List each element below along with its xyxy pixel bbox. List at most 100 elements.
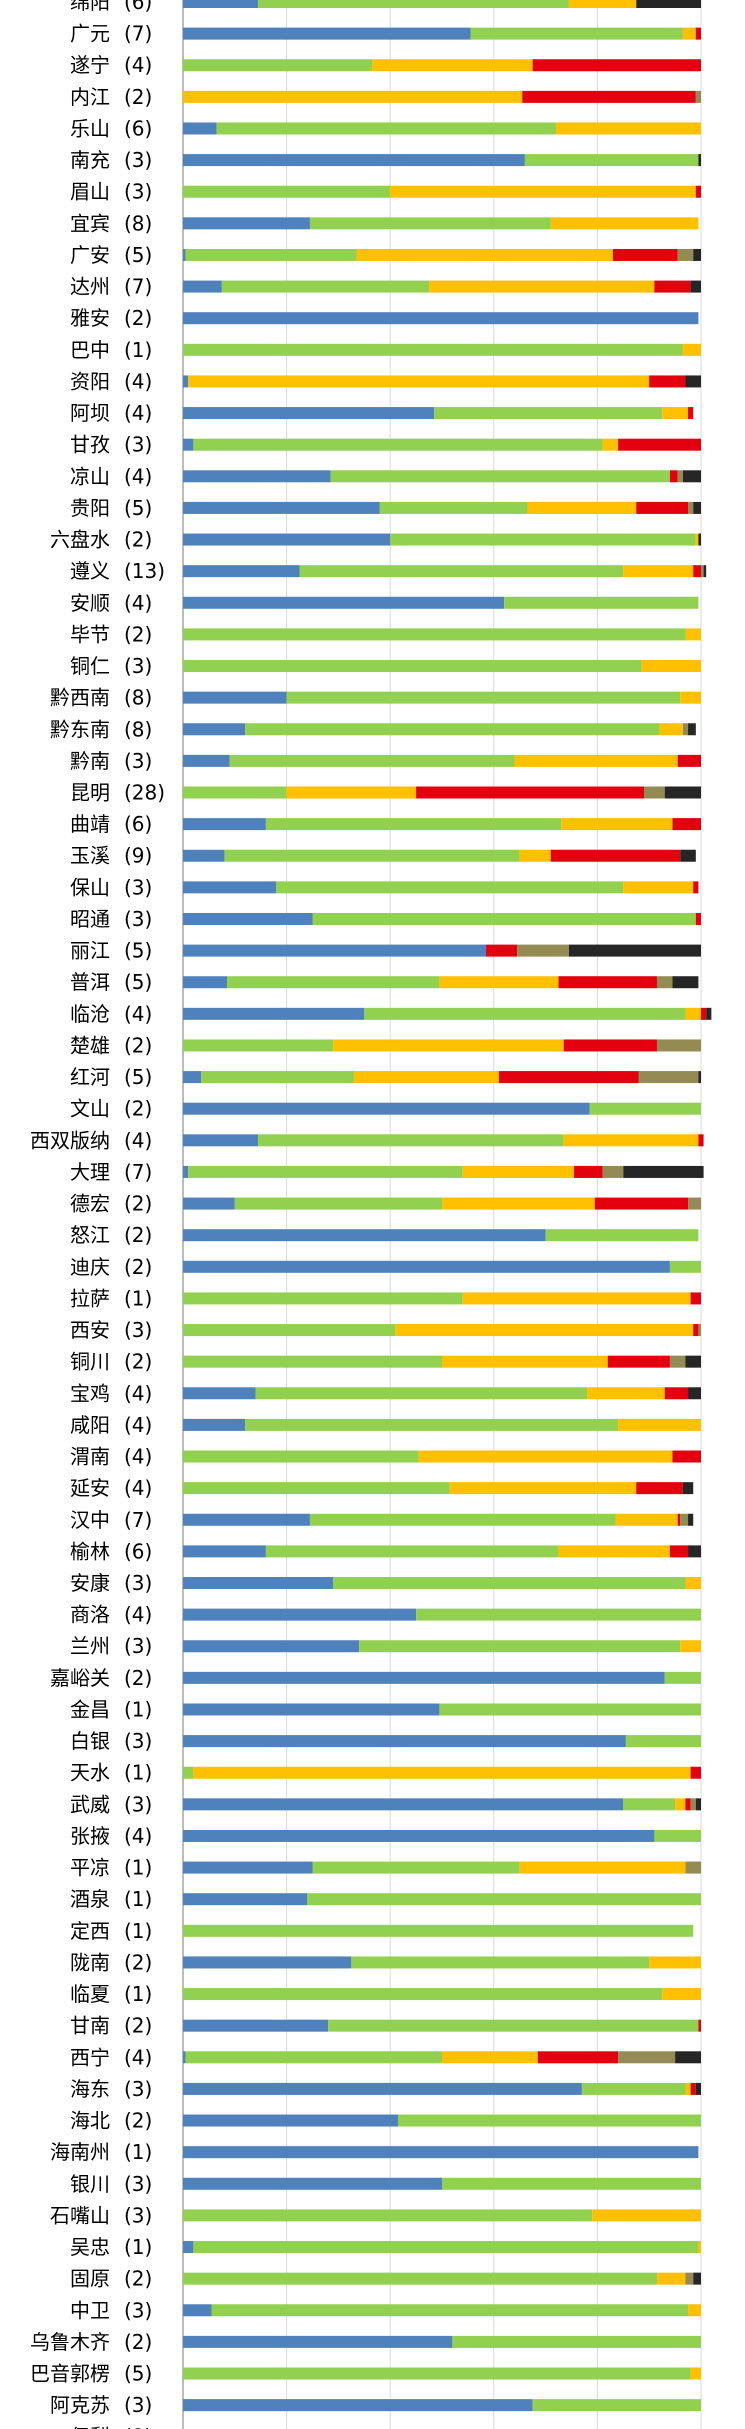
bar-segment-yellow: [555, 122, 701, 135]
bar-segment-blue: [183, 533, 391, 546]
category-label: 陇南: [70, 1950, 110, 1974]
category-count-label: (6): [124, 812, 152, 836]
category-count-label: (7): [124, 22, 152, 46]
bar-segment-blue: [183, 1640, 360, 1653]
category-count-label: (2): [124, 2014, 152, 2038]
bar-segment-green: [183, 343, 683, 356]
category-label: 贵阳: [70, 496, 110, 520]
category-label: 雅安: [70, 306, 110, 330]
bar-segment-green: [258, 1134, 564, 1147]
bar-segment-red: [636, 1482, 683, 1495]
bar-segment-black: [693, 248, 701, 261]
bar-segment-yellow: [333, 1039, 564, 1052]
bar-segment-yellow: [682, 343, 701, 356]
bar-segment-yellow: [688, 2304, 701, 2317]
category-count-label: (4): [124, 1445, 152, 1469]
bar-segment-yellow: [675, 1798, 686, 1811]
category-count-label: (3): [124, 907, 152, 931]
bar-segment-blue: [183, 912, 313, 925]
bar-segment-green: [364, 1007, 686, 1020]
bars-layer: [183, 0, 712, 2412]
bar-segment-yellow: [698, 2241, 701, 2254]
bar-segment-black: [682, 1482, 694, 1495]
category-count-label: (8): [124, 2425, 152, 2429]
bar-segment-green: [309, 217, 551, 230]
category-count-label: (1): [124, 1919, 152, 1943]
bar-segment-green: [255, 1387, 588, 1400]
bar-segment-green: [183, 185, 391, 198]
category-label: 西安: [70, 1318, 110, 1342]
bar-segment-black: [672, 976, 699, 989]
bar-segment-olive: [701, 565, 704, 578]
bar-segment-yellow: [395, 1324, 694, 1337]
category-count-label: (2): [124, 622, 152, 646]
category-label: 遂宁: [70, 53, 110, 77]
category-label: 内江: [70, 85, 110, 109]
bar-segment-red: [563, 1039, 657, 1052]
bar-segment-green: [625, 1735, 701, 1748]
bar-segment-olive: [688, 1197, 701, 1210]
bar-segment-blue: [183, 596, 505, 609]
bar-segment-yellow: [685, 628, 701, 641]
bar-segment-yellow: [561, 818, 673, 831]
category-label: 丽江: [70, 939, 110, 963]
bar-segment-black: [685, 375, 701, 388]
category-label: 渭南: [70, 1445, 110, 1469]
bar-segment-black: [623, 1165, 704, 1178]
bar-segment-red: [688, 407, 694, 420]
bar-segment-red: [636, 501, 689, 514]
bar-segment-yellow: [390, 185, 696, 198]
category-label: 海东: [70, 2077, 110, 2101]
bar-segment-green: [504, 596, 699, 609]
bar-segment-yellow: [519, 1861, 686, 1874]
category-count-label: (4): [124, 591, 152, 615]
bar-segment-green: [265, 818, 562, 831]
bar-segment-blue: [183, 122, 217, 135]
category-count-label: (3): [124, 1318, 152, 1342]
bar-segment-black: [703, 565, 707, 578]
bar-segment-green: [193, 438, 603, 451]
bar-segment-olive: [602, 1165, 624, 1178]
bar-segment-green: [623, 1798, 676, 1811]
bar-segment-green: [299, 565, 624, 578]
bar-segment-green: [265, 1545, 559, 1558]
category-count-label: (1): [124, 2235, 152, 2259]
category-label: 普洱: [70, 970, 110, 994]
bar-segment-blue: [183, 2019, 329, 2032]
bar-segment-blue: [183, 1798, 624, 1811]
category-label: 昆明: [70, 781, 110, 805]
bar-segment-yellow: [649, 1956, 701, 1969]
category-label: 广安: [70, 243, 110, 267]
category-label: 张掖: [70, 1824, 110, 1848]
category-count-label: (3): [124, 2203, 152, 2227]
category-count-label: (1): [124, 1887, 152, 1911]
bar-segment-blue: [183, 1260, 670, 1273]
category-label: 保山: [70, 875, 110, 899]
category-count-label: (3): [124, 1571, 152, 1595]
category-label: 西双版纳: [30, 1128, 110, 1152]
category-count-label: (9): [124, 844, 152, 868]
category-count-label: (2): [124, 306, 152, 330]
bar-segment-yellow: [514, 754, 678, 767]
bar-segment-yellow: [558, 1545, 670, 1558]
bar-segment-black: [688, 1545, 701, 1558]
bar-segment-blue: [183, 944, 487, 957]
bar-segment-green: [589, 1102, 701, 1115]
category-label: 酒泉: [70, 1887, 110, 1911]
bar-segment-black: [698, 154, 701, 167]
category-count-label: (4): [124, 369, 152, 393]
category-label: 咸阳: [70, 1413, 110, 1437]
bar-segment-red: [693, 881, 699, 894]
bar-segment-yellow: [680, 1640, 701, 1653]
bar-segment-black: [680, 849, 696, 862]
bar-segment-yellow: [685, 1007, 701, 1020]
bar-segment-yellow: [462, 1165, 575, 1178]
category-label: 白银: [70, 1729, 110, 1753]
bar-segment-red: [498, 1071, 639, 1084]
category-label: 汉中: [70, 1508, 110, 1532]
bar-segment-blue: [183, 248, 186, 261]
bar-segment-black: [698, 533, 701, 546]
category-count-label: (4): [124, 1128, 152, 1152]
category-label: 乌鲁木齐: [30, 2330, 110, 2354]
bar-segment-blue: [183, 1418, 246, 1431]
